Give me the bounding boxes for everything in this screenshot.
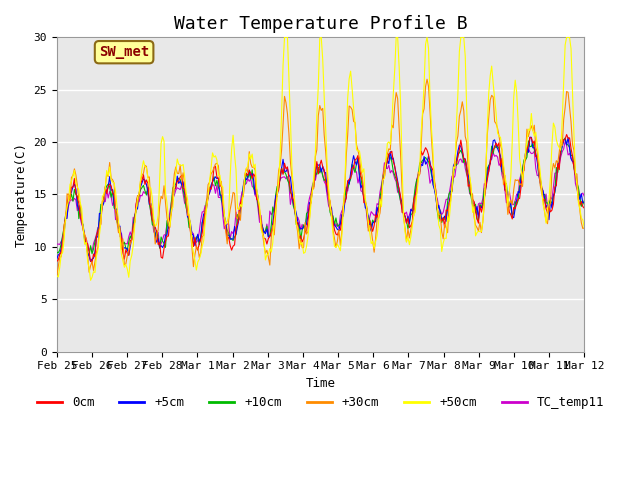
TC_temp11 xyxy=(88,249,96,255)
+50cm xyxy=(119,258,127,264)
+5cm xyxy=(580,199,588,205)
+50cm xyxy=(238,204,246,210)
0cm xyxy=(552,183,560,189)
+10cm xyxy=(285,180,292,186)
+5cm xyxy=(212,174,220,180)
TC_temp11 xyxy=(212,191,220,196)
+30cm xyxy=(237,217,244,223)
Line: +10cm: +10cm xyxy=(57,138,584,255)
0cm xyxy=(285,175,292,180)
TC_temp11 xyxy=(53,241,61,247)
+5cm xyxy=(53,256,61,262)
+30cm xyxy=(580,225,588,231)
TC_temp11 xyxy=(561,138,569,144)
+5cm xyxy=(87,259,95,264)
+10cm xyxy=(561,135,569,141)
+10cm xyxy=(580,202,588,207)
Legend: 0cm, +5cm, +10cm, +30cm, +50cm, TC_temp11: 0cm, +5cm, +10cm, +30cm, +50cm, TC_temp1… xyxy=(32,391,609,414)
Title: Water Temperature Profile B: Water Temperature Profile B xyxy=(173,15,467,33)
+50cm xyxy=(212,153,220,159)
TC_temp11 xyxy=(285,181,292,187)
+5cm xyxy=(119,246,127,252)
+50cm xyxy=(229,132,237,138)
+50cm xyxy=(53,273,61,278)
+5cm xyxy=(238,198,246,204)
+10cm xyxy=(238,198,246,204)
0cm xyxy=(229,243,237,249)
+30cm xyxy=(228,199,236,205)
+30cm xyxy=(284,111,291,117)
+10cm xyxy=(552,165,560,170)
+5cm xyxy=(229,236,237,242)
0cm xyxy=(238,196,246,202)
+30cm xyxy=(53,274,61,279)
+10cm xyxy=(229,238,237,243)
+50cm xyxy=(281,35,289,40)
TC_temp11 xyxy=(119,240,127,246)
Line: +50cm: +50cm xyxy=(57,37,584,280)
X-axis label: Time: Time xyxy=(305,377,335,390)
+50cm xyxy=(580,225,588,230)
+5cm xyxy=(526,134,534,140)
+5cm xyxy=(285,172,292,178)
Line: TC_temp11: TC_temp11 xyxy=(57,141,584,252)
TC_temp11 xyxy=(552,170,560,176)
+10cm xyxy=(53,250,61,255)
Line: +30cm: +30cm xyxy=(57,79,584,276)
+50cm xyxy=(554,142,562,148)
TC_temp11 xyxy=(580,193,588,199)
Line: 0cm: 0cm xyxy=(57,134,584,263)
TC_temp11 xyxy=(229,231,237,237)
+10cm xyxy=(85,252,93,258)
+50cm xyxy=(287,116,294,122)
+30cm xyxy=(423,76,431,82)
Y-axis label: Temperature(C): Temperature(C) xyxy=(15,142,28,247)
+30cm xyxy=(118,247,125,252)
0cm xyxy=(563,132,570,137)
+30cm xyxy=(552,158,560,164)
+50cm xyxy=(87,277,95,283)
Text: SW_met: SW_met xyxy=(99,45,149,59)
0cm xyxy=(53,259,61,264)
+30cm xyxy=(210,165,218,171)
TC_temp11 xyxy=(238,189,246,195)
0cm xyxy=(88,260,96,265)
+10cm xyxy=(119,241,127,247)
0cm xyxy=(212,164,220,169)
+10cm xyxy=(212,183,220,189)
Line: +5cm: +5cm xyxy=(57,137,584,262)
0cm xyxy=(580,205,588,211)
+5cm xyxy=(554,161,562,167)
0cm xyxy=(119,250,127,256)
